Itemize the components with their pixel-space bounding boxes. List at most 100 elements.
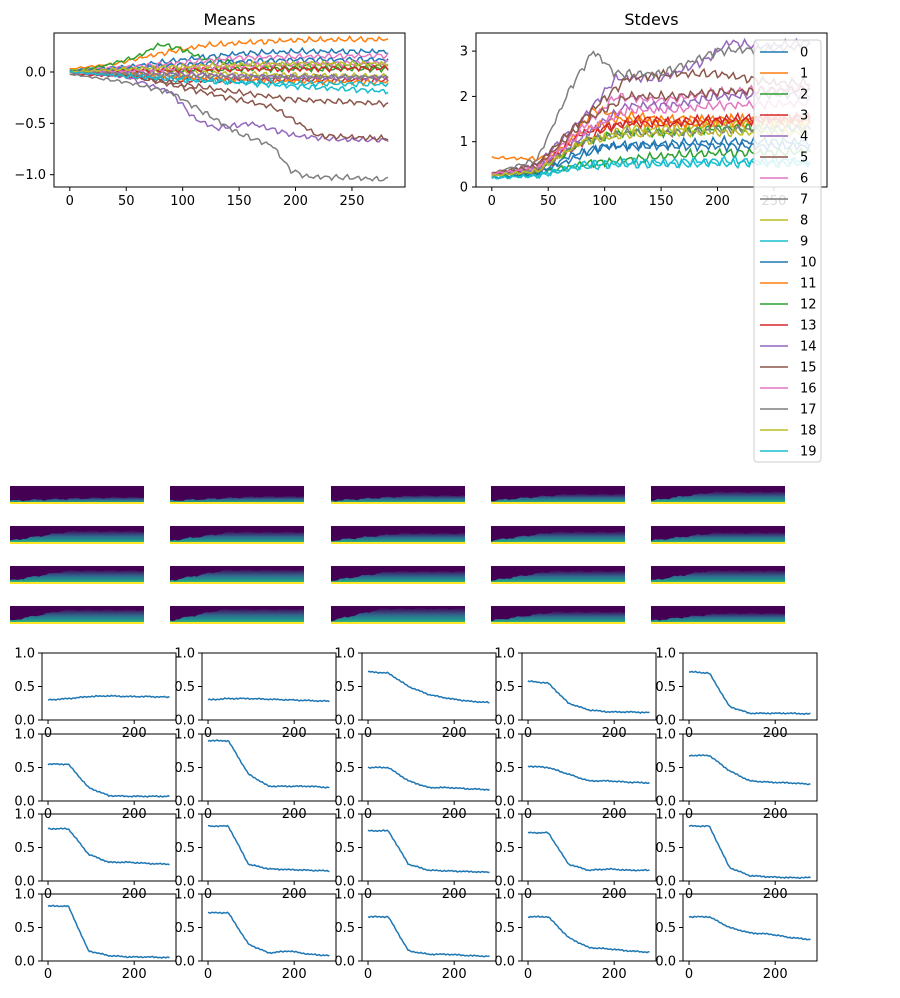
tile-profile [10,530,144,544]
y-tick-label: 0.0 [14,875,35,890]
tile-baseline [170,622,304,624]
y-tick-label: 1.0 [174,808,195,823]
legend-entry: 10 [800,256,817,271]
y-tick-label: 0.0 [334,714,355,729]
legend-entry: 14 [800,340,817,355]
x-tick-label: 0 [364,967,372,982]
y-tick-label: 0.5 [494,761,515,776]
subplot-line [207,911,330,957]
subplot-line [47,904,170,959]
y-tick-label: 0.0 [174,875,195,890]
chart-means: Means 0 50 100 150 200 250 −1.0 −0.5 0.0 [14,10,406,209]
y-tick-label: 1.0 [655,647,676,662]
subplot: 0.00.51.00 200 [494,888,657,982]
subplot-frame [361,813,497,882]
subplot: 0.00.51.00 200 [494,647,657,741]
y-tick-label: 1.0 [334,808,355,823]
subplot-line [688,753,811,786]
legend-entry: 12 [800,298,817,313]
x-tick-label: 200 [763,967,788,982]
subplot: 0.00.51.00 200 [655,647,818,741]
axes-frame [53,32,406,188]
y-tick-label: 1.0 [14,647,35,662]
y-tick-label: 0.5 [494,841,515,856]
y-tick-label: 1.0 [14,808,35,823]
subplot: 0.00.51.00 200 [655,888,818,982]
subplot: 0.00.51.00 200 [14,808,177,902]
tile-baseline [331,542,465,544]
x-tick-label: 200 [282,967,307,982]
tile-baseline [331,622,465,624]
heatmap-tile [331,526,465,544]
tile-profile [331,532,465,544]
y-tick-label: 1.0 [655,808,676,823]
chart-title: Means [204,10,256,29]
tile-profile [331,607,465,624]
series-line-19 [69,70,389,88]
y-tick-label: 0.5 [14,921,35,936]
subplot-line [688,670,811,716]
y-tick-label: 1.0 [174,888,195,903]
y-tick-label: 0.0 [14,955,35,970]
y-tick-label: 0.5 [14,841,35,856]
x-tick-label: 200 [442,967,467,982]
y-tick-label: 0.5 [174,761,195,776]
subplot-frame [41,733,177,802]
subplot-frame [41,652,177,721]
x-tick-label: 50 [118,194,135,209]
series-line-17 [69,70,389,82]
tile-profile [491,610,625,624]
x-tick-label: 0 [204,967,212,982]
tile-baseline [491,542,625,544]
subplot-frame [201,652,337,721]
tile-profile [170,608,304,624]
tile-baseline [491,502,625,504]
subplot: 0.00.51.00 200 [655,808,818,902]
y-tick-label: 0.0 [334,875,355,890]
subplot-line [47,827,170,866]
subplot-frame [361,652,497,721]
y-tick-label: 0.5 [655,921,676,936]
heatmap-tile [170,526,304,544]
tile-baseline [170,582,304,584]
heatmap-tile [651,486,785,504]
heatmap-tile [651,566,785,584]
x-tick-label: 0 [66,194,74,209]
legend-entry: 0 [800,46,808,61]
tile-profile [331,494,465,504]
legend-entry: 18 [800,424,817,439]
y-tick-label: 1.0 [494,728,515,743]
y-tick-label: 0.5 [334,841,355,856]
legend-entry: 3 [800,109,808,124]
legend-entry: 6 [800,172,808,187]
series-line-18 [69,59,389,73]
x-tick-label: 0 [44,967,52,982]
subplot-line [527,915,650,954]
tile-profile [651,569,785,584]
tile-profile [491,570,625,584]
y-tick-label: 1.0 [494,808,515,823]
legend-entry: 17 [800,403,817,418]
subplot-frame [682,733,818,802]
subplot-line [527,765,650,785]
subplot: 0.00.51.00 200 [174,808,337,902]
subplot-line [207,697,330,703]
heatmap-tile [170,486,304,504]
tile-baseline [170,502,304,504]
legend-entry: 7 [800,193,808,208]
y-tick-label: 0.5 [14,761,35,776]
x-tick-label: 100 [592,194,617,209]
heatmap-tile [10,486,144,504]
x-tick-label: 0 [524,967,532,982]
tile-baseline [10,622,144,624]
series-line-13 [69,65,389,75]
y-tick-label: 1.0 [334,888,355,903]
y-tick-label: 0.0 [655,875,676,890]
y-tick-label: 1 [460,135,468,150]
subplot-frame [682,893,818,962]
heatmap-tile [170,566,304,584]
tile-baseline [651,582,785,584]
tile-baseline [491,622,625,624]
tile-baseline [331,582,465,584]
